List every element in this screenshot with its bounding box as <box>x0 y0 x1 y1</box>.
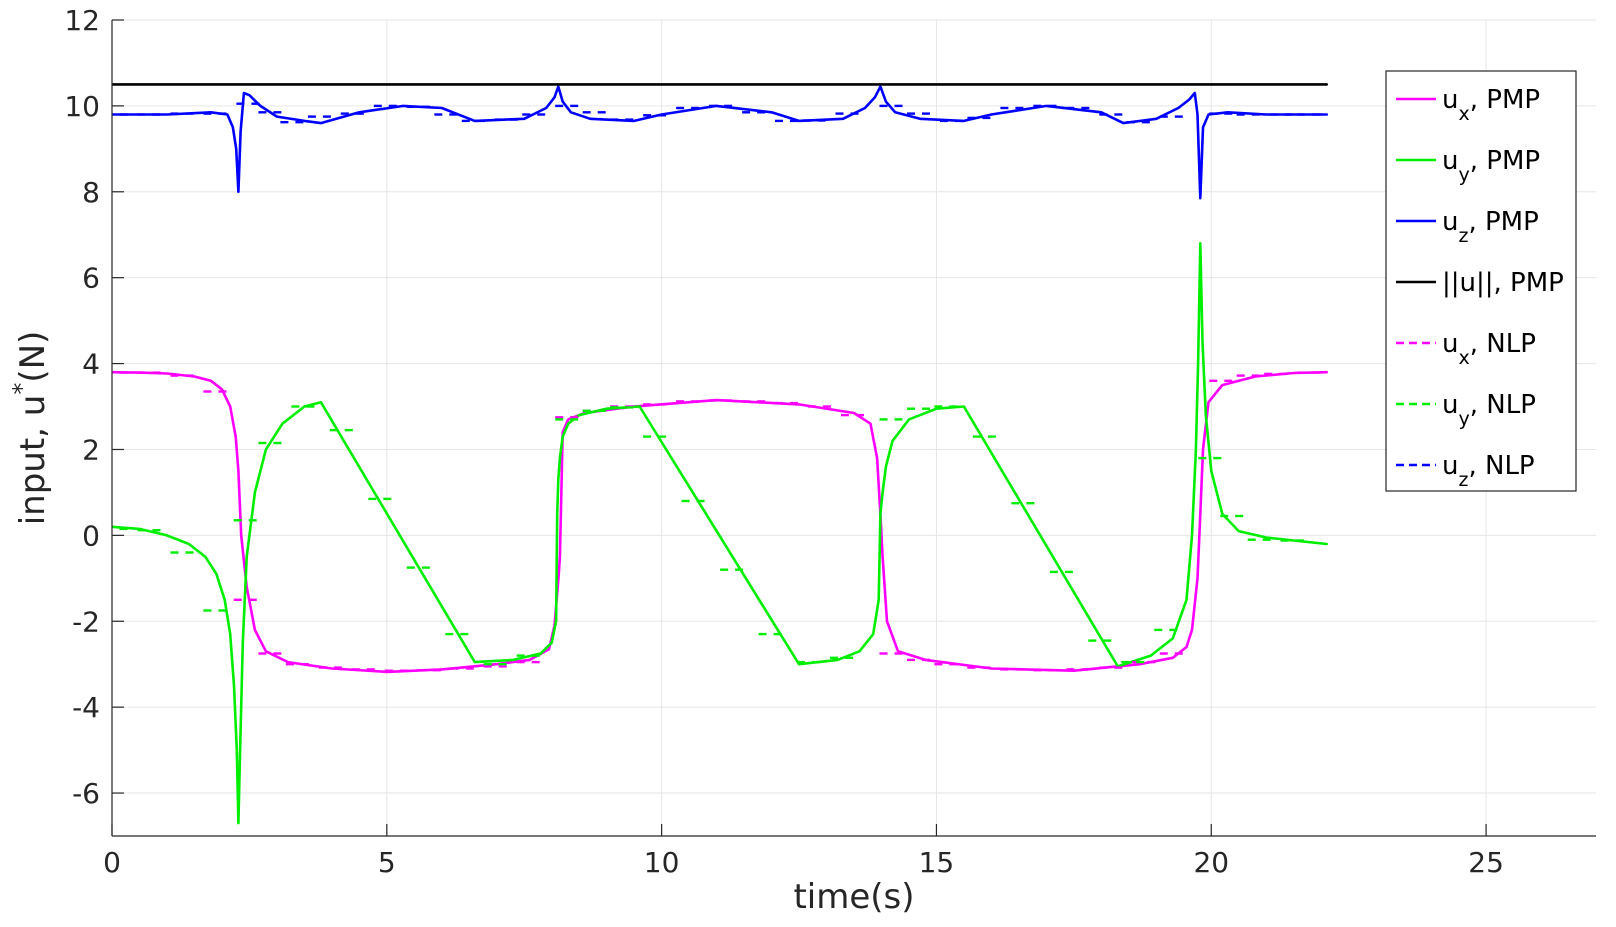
legend-label-sub: y <box>1458 164 1469 186</box>
legend-label-tail: , NLP <box>1470 390 1536 420</box>
y-axis-label-tail: (N) <box>13 331 53 383</box>
legend-entry: uz, PMP <box>1396 207 1539 247</box>
y-tick-label: 6 <box>82 262 100 295</box>
y-tick-label: -6 <box>72 777 100 810</box>
legend-label-tail: , PMP <box>1494 268 1564 298</box>
y-tick-label: 4 <box>82 348 100 381</box>
y-tick-label: 2 <box>82 433 100 466</box>
y-axis-label-sup: * <box>8 383 36 395</box>
legend-label-sub: x <box>1458 347 1469 369</box>
x-tick-label: 10 <box>644 846 680 879</box>
tick-labels: 0 5 10 15 20 25 -6 -4 -2 0 2 4 6 8 10 12 <box>64 4 1504 879</box>
y-tick-label: -2 <box>72 605 100 638</box>
legend-label-base: u <box>1442 207 1458 237</box>
legend-label: uz, PMP <box>1442 207 1539 247</box>
legend-label-sub: z <box>1458 225 1468 247</box>
legend-entry: uy, NLP <box>1396 390 1536 430</box>
legend-label-tail: , NLP <box>1470 329 1536 359</box>
legend-entry: ux, PMP <box>1396 85 1540 125</box>
legend-label-base: u <box>1442 85 1458 115</box>
x-tick-label: 5 <box>378 846 396 879</box>
legend-label: uz, NLP <box>1442 451 1535 491</box>
x-tick-label: 15 <box>919 846 955 879</box>
series-layer <box>112 83 1328 825</box>
y-axis-label: input, u*(N) <box>8 331 53 526</box>
x-tick-label: 25 <box>1468 846 1504 879</box>
y-tick-label: 10 <box>64 90 100 123</box>
legend-label: ux, NLP <box>1442 329 1536 369</box>
legend-label-sub: z <box>1458 469 1468 491</box>
x-tick-label: 0 <box>103 846 121 879</box>
legend-label-base: u <box>1442 329 1458 359</box>
legend-label: ||u||, PMP <box>1442 268 1564 298</box>
series-z-nlp <box>112 102 1321 124</box>
y-tick-label: 8 <box>82 176 100 209</box>
legend-label: uy, PMP <box>1442 146 1540 186</box>
legend-label: ux, PMP <box>1442 85 1540 125</box>
series-y-nlp <box>112 405 1304 666</box>
y-axis-label-main: input, u <box>13 395 53 526</box>
legend-entry: ||u||, PMP <box>1396 268 1564 298</box>
legend-label: uy, NLP <box>1442 390 1536 430</box>
x-axis-label: time(s) <box>793 877 914 917</box>
y-tick-label: -4 <box>72 691 100 724</box>
y-tick-label: 0 <box>82 519 100 552</box>
legend-label-sub: x <box>1458 103 1469 125</box>
legend-label-base: ||u|| <box>1442 268 1494 298</box>
y-tick-label: 12 <box>64 4 100 37</box>
legend-entry: uz, NLP <box>1396 451 1535 491</box>
legend-label-tail: , PMP <box>1468 207 1538 237</box>
legend-entry: uy, PMP <box>1396 146 1540 186</box>
axes <box>111 19 1596 837</box>
legend-label-base: u <box>1442 390 1458 420</box>
legend-label-base: u <box>1442 451 1458 481</box>
legend-label-tail: , PMP <box>1470 85 1540 115</box>
legend-label-sub: y <box>1458 408 1469 430</box>
legend-label-tail: , NLP <box>1468 451 1534 481</box>
legend-label-tail: , PMP <box>1470 146 1540 176</box>
x-tick-label: 20 <box>1193 846 1229 879</box>
legend-entry: ux, NLP <box>1396 329 1536 369</box>
legend-label-base: u <box>1442 146 1458 176</box>
series-line-y-pmp <box>112 242 1328 825</box>
